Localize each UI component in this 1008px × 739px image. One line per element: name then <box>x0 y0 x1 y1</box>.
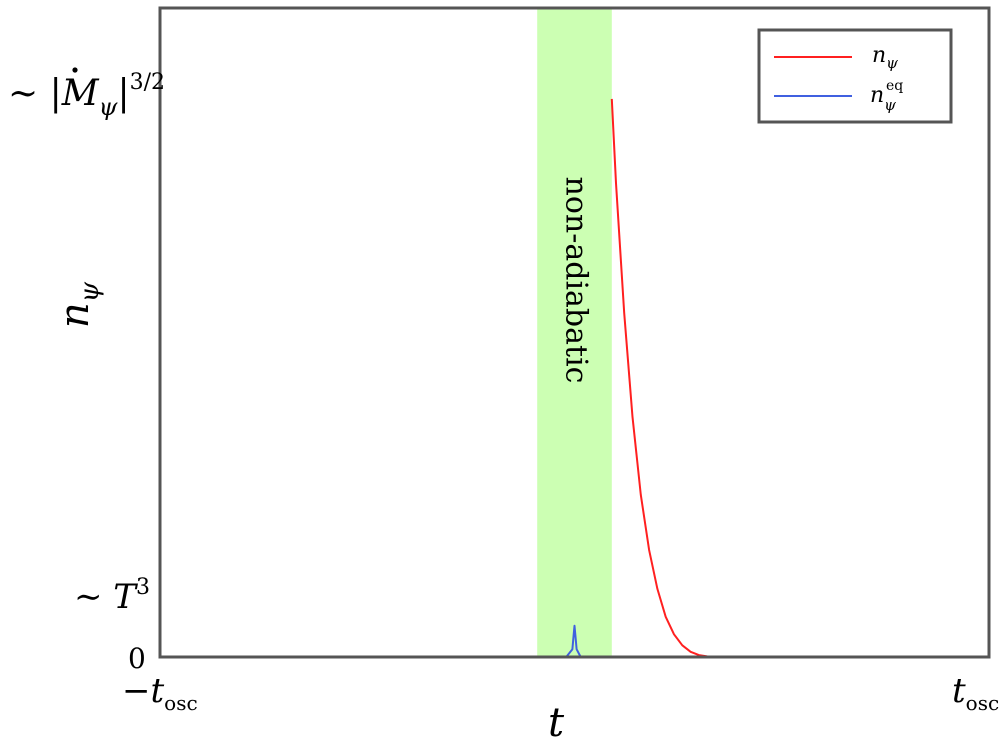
x-tick-max: tosc <box>952 671 999 715</box>
legend: nψ nψeq <box>757 28 953 124</box>
non-adiabatic-band <box>537 8 612 657</box>
y-axis-label: nψ <box>52 281 105 328</box>
y-tick-zero: 0 <box>128 642 146 675</box>
plot-border <box>158 6 991 659</box>
legend-label-n-psi: nψ <box>872 43 898 72</box>
legend-label-n-psi-eq: nψeq <box>870 78 903 114</box>
series-n-psi-eq-line <box>565 624 582 658</box>
x-axis-label: t <box>548 700 565 739</box>
x-tick-min: −tosc <box>122 671 198 715</box>
legend-box <box>757 28 953 124</box>
non-adiabatic-label: non-adiabatic <box>559 177 594 384</box>
series-n-psi-line <box>610 98 724 658</box>
y-tick-mdot: ∼ |Mψ|3/2 <box>8 70 165 121</box>
y-tick-t3: ∼ T3 <box>74 575 150 617</box>
svg-text:nψ: nψ <box>52 281 105 328</box>
mdot-overdot <box>72 67 78 73</box>
